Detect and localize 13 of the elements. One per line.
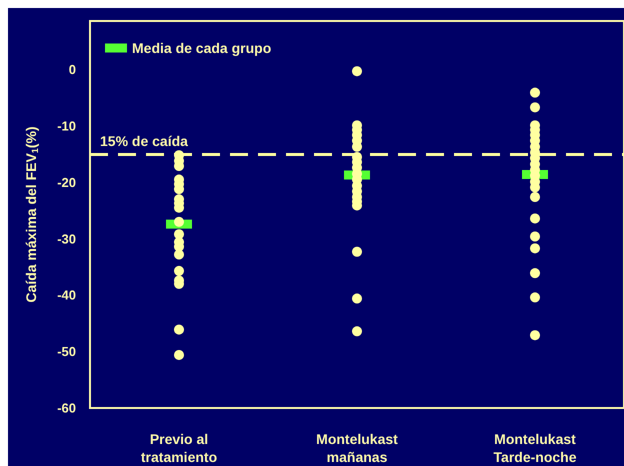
y-tick-label: -40 (57, 288, 76, 303)
legend-label: Media de cada grupo (132, 40, 272, 56)
y-tick-label: 0 (68, 62, 76, 78)
x-tick-label: Previo al tratamiento (140, 431, 218, 465)
y-tick-label: -10 (57, 118, 76, 134)
y-tick-label: -30 (57, 231, 76, 246)
y-tick-label: -50 (57, 344, 76, 360)
x-tick-label: Montelukast Tarde-noche (494, 431, 577, 465)
y-axis-title: Caída máxima del FEV1(%) (23, 126, 40, 303)
y-tick-label: -20 (57, 174, 76, 190)
ref-line-label: 15% de caída (100, 133, 188, 150)
y-tick-label: -60 (57, 400, 76, 416)
x-tick-label: Montelukast mañanas (316, 431, 398, 465)
